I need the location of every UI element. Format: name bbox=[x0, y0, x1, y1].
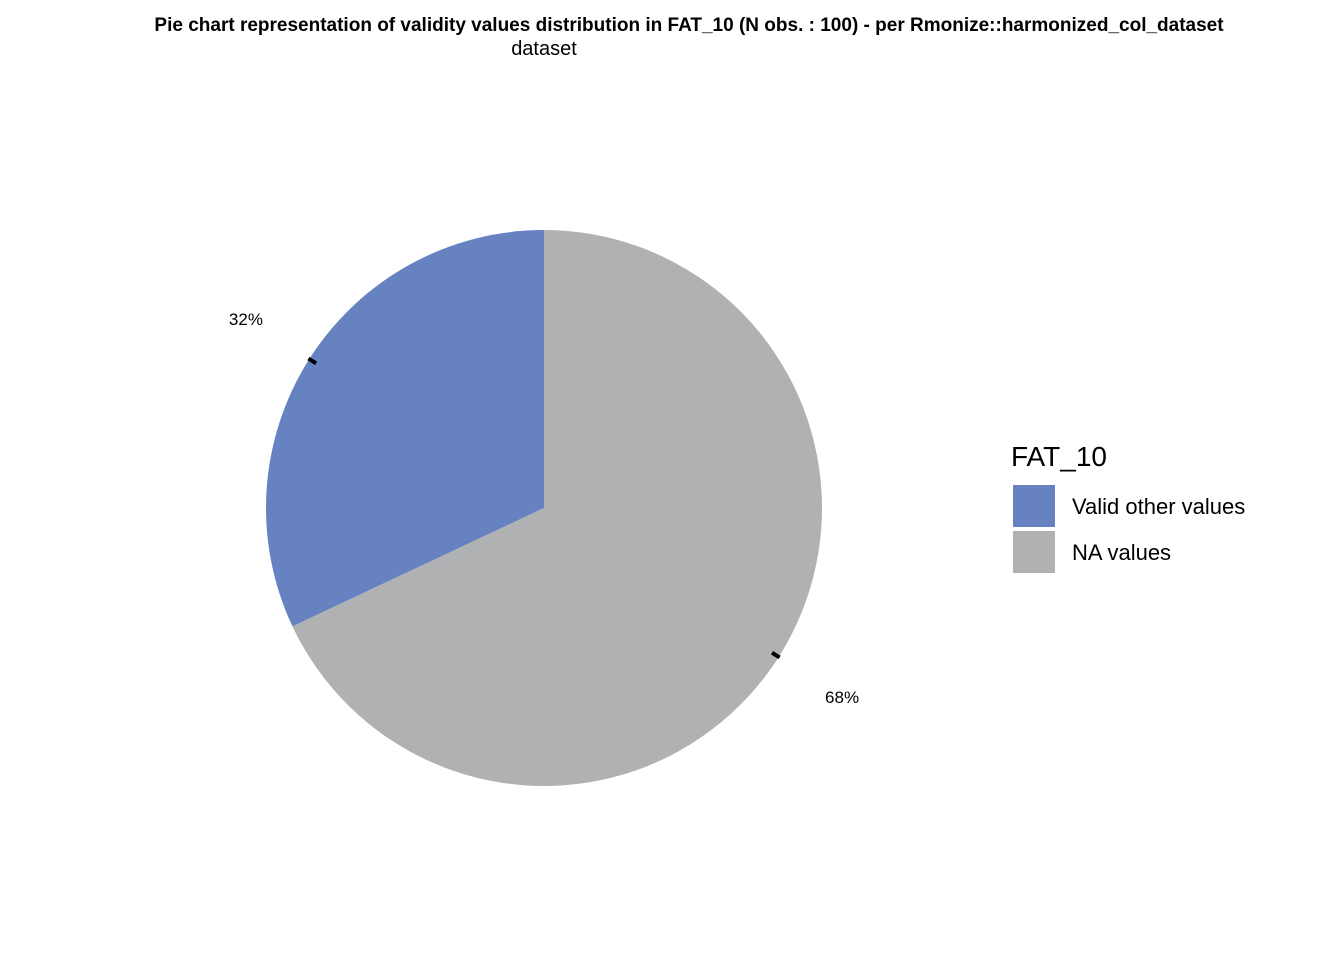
pie-percent-labels: 32% 68% bbox=[229, 310, 859, 707]
pie-slice-na-values bbox=[292, 230, 823, 786]
pie-percent-label-0: 32% bbox=[229, 310, 263, 329]
pie-label-ticks bbox=[307, 356, 781, 660]
pie-slices bbox=[265, 230, 823, 786]
legend-swatch-0 bbox=[1013, 485, 1055, 527]
legend-label-0: Valid other values bbox=[1072, 494, 1245, 519]
pie-tick-0 bbox=[307, 356, 318, 366]
legend-title: FAT_10 bbox=[1011, 441, 1107, 472]
pie-percent-label-1: 68% bbox=[825, 688, 859, 707]
legend-label-1: NA values bbox=[1072, 540, 1171, 565]
chart-subtitle: dataset bbox=[511, 38, 577, 60]
pie-slice-valid-other-values bbox=[265, 230, 544, 627]
pie-tick-1 bbox=[770, 650, 781, 660]
legend-swatch-1 bbox=[1013, 531, 1055, 573]
legend: FAT_10 Valid other values NA values bbox=[1011, 441, 1245, 573]
chart-title: Pie chart representation of validity val… bbox=[154, 15, 1224, 36]
